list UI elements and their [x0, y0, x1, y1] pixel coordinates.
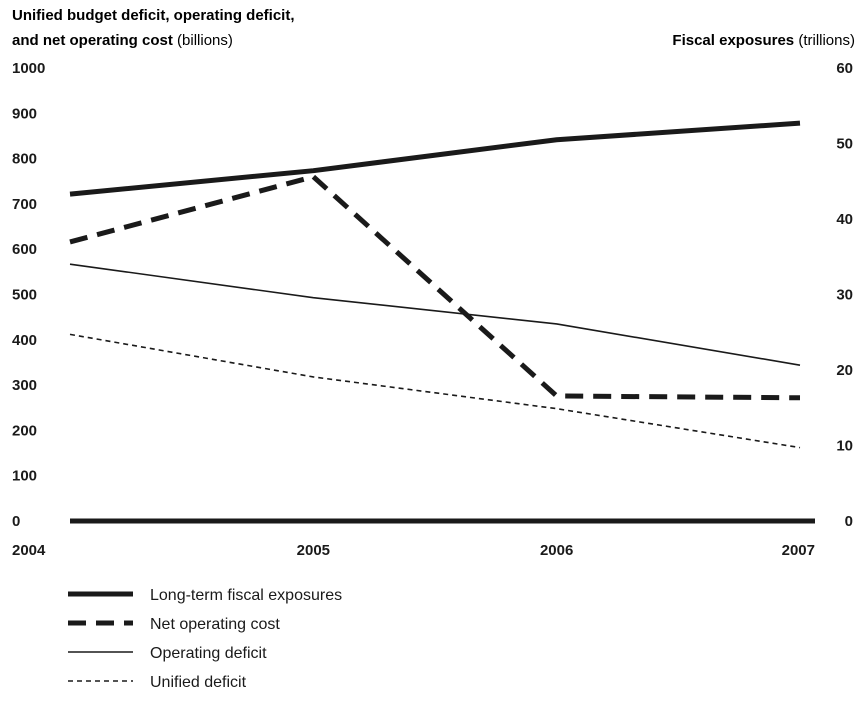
- y-right-tick-label: 0: [845, 513, 853, 530]
- y-left-tick-label: 200: [12, 422, 37, 439]
- y-right-tick-label: 10: [836, 438, 853, 455]
- y-left-tick-label: 1000: [12, 60, 45, 77]
- y-right-tick-label: 40: [836, 211, 853, 228]
- left-tick-labels: 0 100 200 300 400 500 600 700 800 900 1000: [12, 60, 45, 530]
- left-axis-title-line2-bold: and net operating cost: [12, 32, 173, 49]
- x-tick-label: 2007: [782, 542, 815, 559]
- y-left-tick-label: 500: [12, 287, 37, 304]
- y-left-tick-label: 300: [12, 377, 37, 394]
- y-left-tick-label: 600: [12, 241, 37, 258]
- series-line: [69, 174, 801, 401]
- y-left-tick-label: 0: [12, 513, 20, 530]
- legend-label: Unified deficit: [150, 674, 247, 691]
- y-right-tick-label: 20: [836, 362, 853, 379]
- y-right-tick-label: 60: [836, 60, 853, 77]
- y-right-tick-label: 50: [836, 136, 853, 153]
- y-left-tick-label: 100: [12, 468, 37, 485]
- left-axis-title-line2: and net operating cost (billions): [12, 32, 233, 49]
- y-right-tick-label: 30: [836, 287, 853, 304]
- series-lines: [69, 120, 801, 449]
- right-axis-title: Fiscal exposures (trillions): [672, 32, 855, 49]
- series-line: [69, 120, 801, 197]
- x-tick-labels: 2004 2005 2006 2007: [12, 542, 815, 559]
- legend-label: Operating deficit: [150, 645, 267, 662]
- legend: Long-term fiscal exposures Net operating …: [68, 587, 342, 691]
- y-left-tick-label: 900: [12, 105, 37, 122]
- series-line: [69, 333, 801, 449]
- y-left-tick-label: 800: [12, 151, 37, 168]
- x-tick-label: 2006: [540, 542, 573, 559]
- right-axis-title-bold: Fiscal exposures: [672, 32, 794, 49]
- left-axis-title-unit: (billions): [173, 32, 233, 49]
- x-tick-label: 2005: [297, 542, 330, 559]
- y-left-tick-label: 700: [12, 196, 37, 213]
- legend-label: Net operating cost: [150, 616, 280, 633]
- y-left-tick-label: 400: [12, 332, 37, 349]
- right-tick-labels: 0 10 20 30 40 50 60: [836, 60, 853, 530]
- series-line: [69, 263, 801, 366]
- x-tick-label: 2004: [12, 542, 46, 559]
- legend-label: Long-term fiscal exposures: [150, 587, 342, 604]
- left-axis-title-line1: Unified budget deficit, operating defici…: [12, 7, 295, 24]
- right-axis-title-unit: (trillions): [794, 32, 855, 49]
